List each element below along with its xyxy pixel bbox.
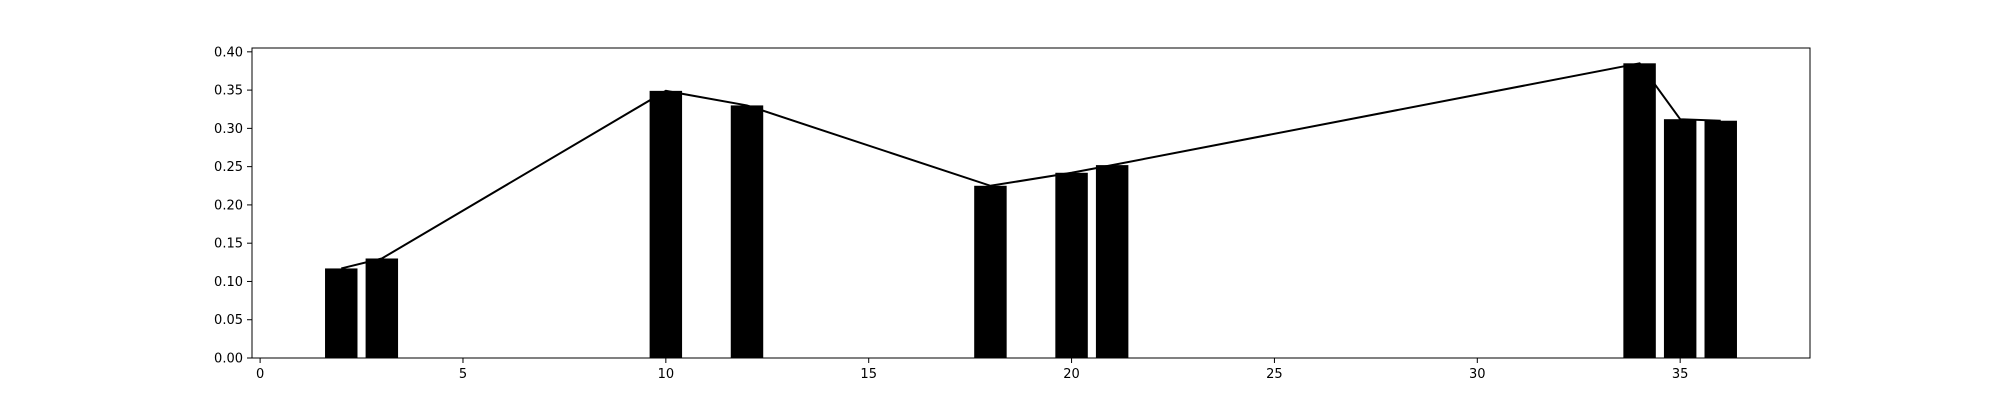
x-tick-label: 5 — [459, 367, 467, 382]
bar — [649, 90, 683, 359]
y-tick-label: 0.25 — [214, 160, 243, 175]
x-tick-label: 35 — [1672, 367, 1689, 382]
series-line — [341, 62, 1721, 270]
x-axis: 0 5 10 15 20 25 30 35 — [256, 358, 1688, 382]
bar — [1055, 172, 1088, 358]
y-tick-label: 0.20 — [214, 198, 243, 213]
x-tick-label: 10 — [658, 367, 675, 382]
bar — [325, 268, 358, 358]
bars-layer — [325, 63, 1737, 359]
y-axis: 0.00 0.05 0.10 0.15 0.20 0.25 0.30 0.35 0.40 — [214, 45, 252, 367]
x-tick-label: 30 — [1469, 367, 1486, 382]
bar — [1663, 119, 1697, 358]
y-tick-label: 0.15 — [214, 237, 243, 252]
bar — [974, 185, 1007, 358]
y-tick-label: 0.35 — [214, 84, 243, 99]
x-tick-label: 15 — [860, 367, 877, 382]
bar — [1095, 165, 1129, 358]
x-tick-label: 20 — [1063, 367, 1080, 382]
plot-frame — [251, 47, 1811, 359]
bar — [730, 105, 764, 358]
y-tick-label: 0.05 — [214, 313, 243, 328]
y-tick-label: 0.40 — [214, 45, 243, 60]
bar — [1704, 120, 1737, 358]
y-tick-label: 0.30 — [214, 122, 243, 137]
x-tick-label: 0 — [256, 367, 264, 382]
y-tick-label: 0.10 — [214, 275, 243, 290]
y-tick-label: 0.00 — [214, 352, 243, 367]
bar — [1623, 63, 1656, 359]
bar — [365, 258, 399, 358]
x-tick-label: 25 — [1266, 367, 1283, 382]
line-layer — [341, 62, 1721, 270]
